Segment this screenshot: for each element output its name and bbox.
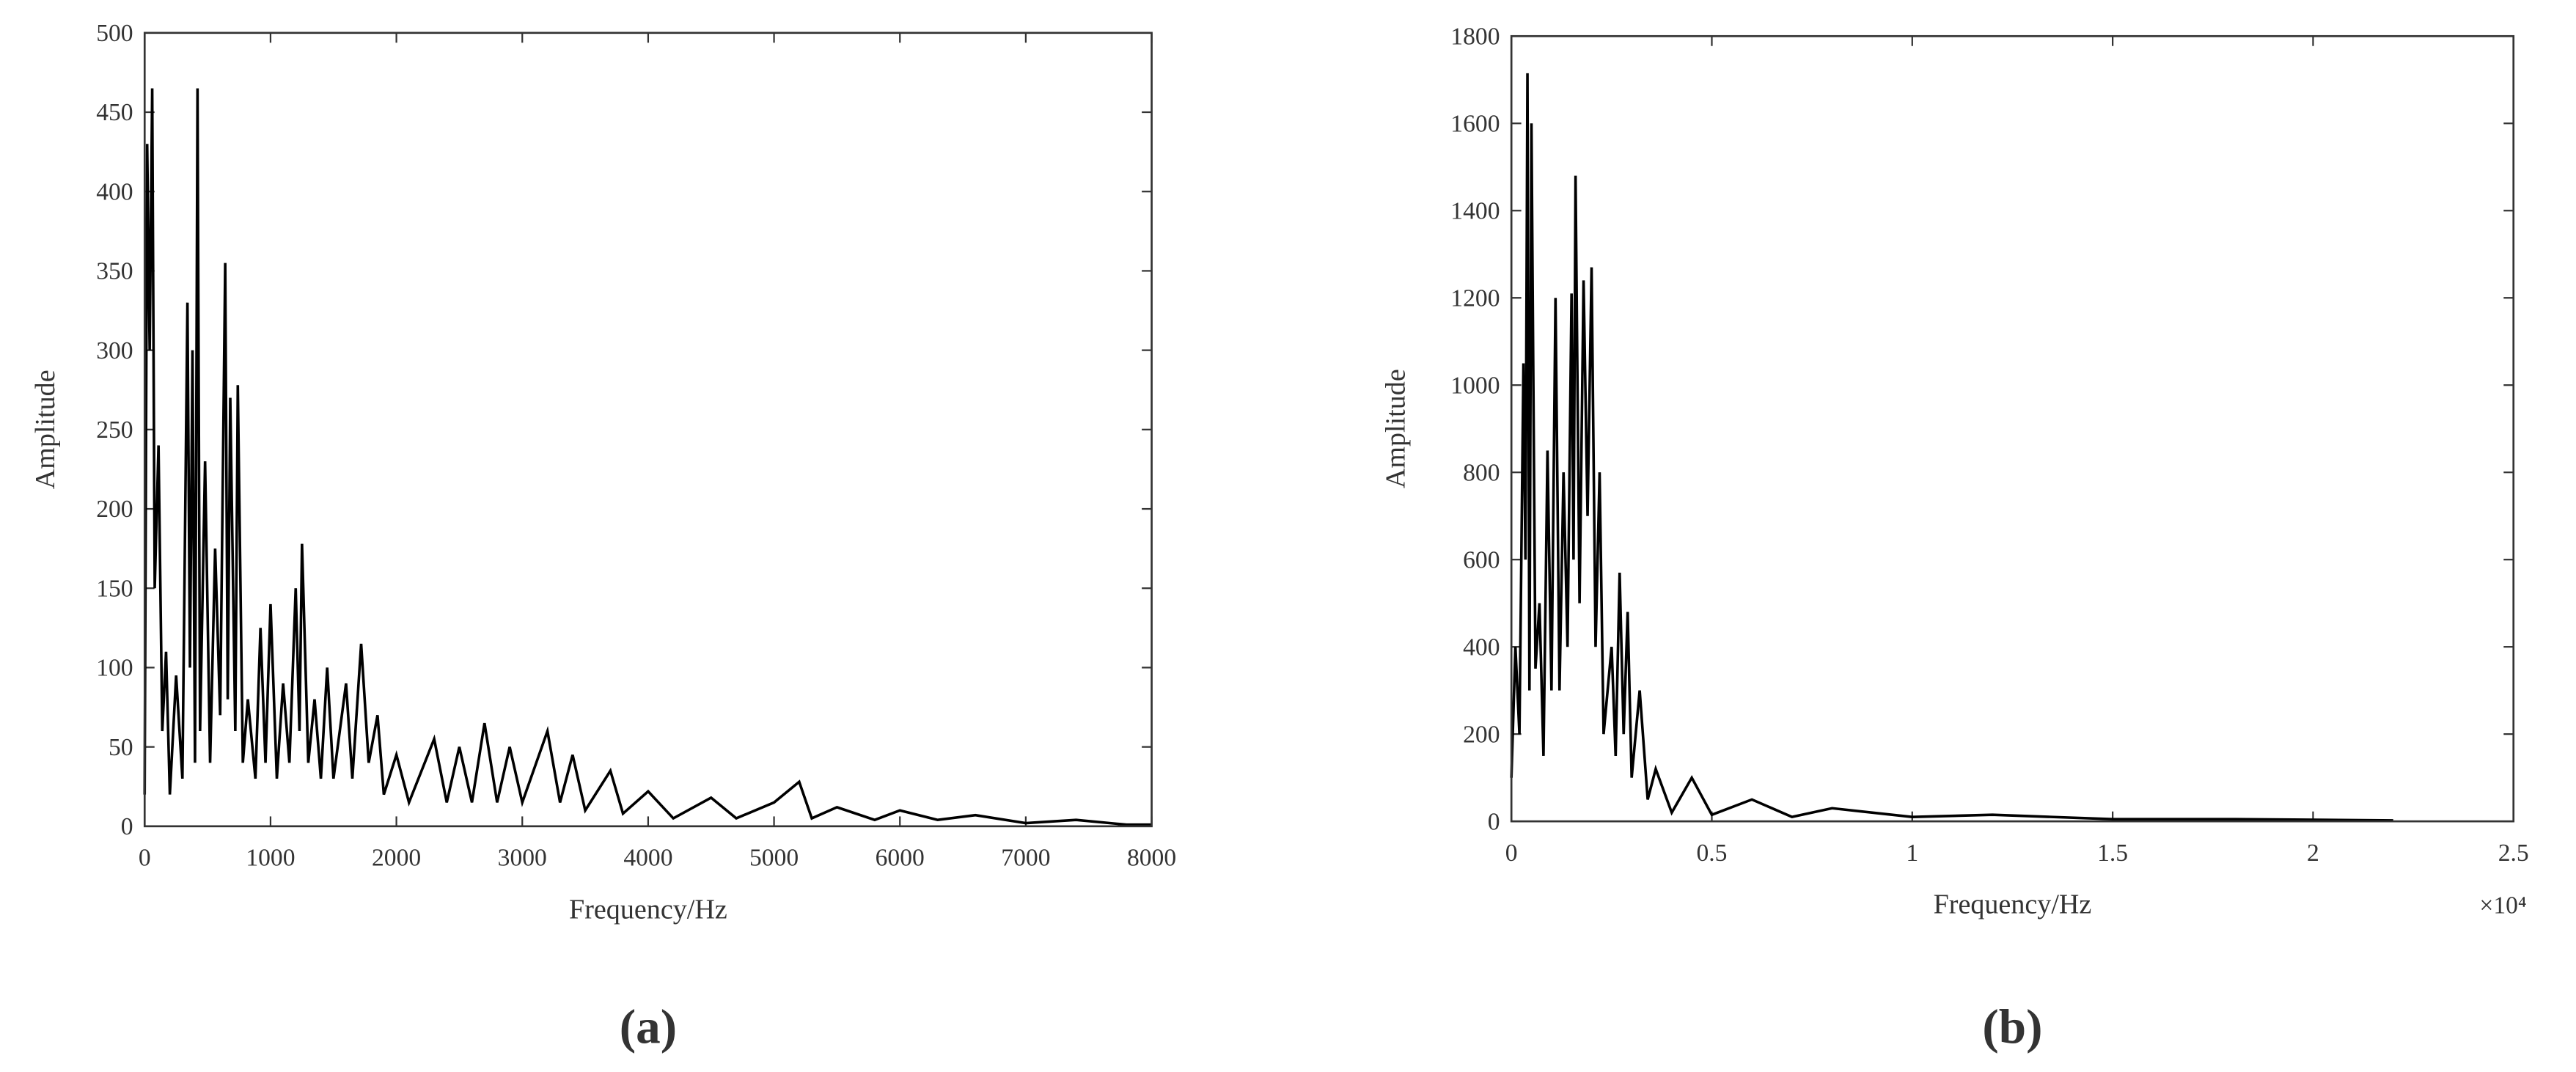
x-tick-label: 3000 [498,845,547,872]
y-tick-label: 50 [109,734,133,761]
y-axis-label: Amplitude [1381,369,1412,488]
y-tick-label: 1800 [1450,23,1500,50]
y-tick-label: 100 [96,655,133,682]
x-tick-label: 1000 [246,845,295,872]
x-tick-label: 6000 [876,845,925,872]
y-tick-label: 200 [96,496,133,523]
y-tick-label: 300 [96,337,133,364]
x-axis-label: Frequency/Hz [569,894,727,925]
y-tick-label: 1600 [1450,110,1500,137]
x-axis-label: Frequency/Hz [1934,889,2092,920]
y-tick-label: 600 [1463,546,1500,573]
y-tick-label: 0 [121,813,133,840]
x-tick-label: 0.5 [1696,840,1727,867]
y-tick-label: 150 [96,575,133,602]
x-tick-label: 2 [2307,840,2319,867]
x-tick-label: 1 [1906,840,1918,867]
plot-frame [143,32,1153,828]
y-axis-label: Amplitude [30,370,61,489]
x-tick-label: 7000 [1001,845,1050,872]
x-tick-label: 5000 [749,845,799,872]
y-tick-label: 500 [96,20,133,47]
y-tick-label: 400 [96,178,133,205]
x-tick-label: 2000 [372,845,421,872]
y-tick-label: 1000 [1450,372,1500,399]
y-tick-label: 1200 [1450,284,1500,312]
y-tick-label: 1400 [1450,197,1500,224]
spectrum-line [143,88,1152,826]
y-tick-label: 200 [1463,721,1500,748]
x-tick-label: 1.5 [2097,840,2128,867]
x-tick-label: 2.5 [2498,840,2529,867]
x-tick-label: 0 [139,845,151,872]
y-tick-label: 350 [96,258,133,285]
y-tick-label: 450 [96,99,133,126]
y-tick-label: 0 [1488,808,1500,835]
panel-caption: (a) [620,999,677,1054]
axis-multiplier: ×10⁴ [2479,892,2526,919]
x-tick-label: 0 [1505,840,1518,867]
y-tick-label: 400 [1463,634,1500,661]
plot-frame [1510,34,2515,823]
y-tick-label: 250 [96,416,133,444]
panel-caption: (b) [1982,999,2042,1054]
x-tick-label: 8000 [1127,845,1176,872]
y-tick-label: 800 [1463,459,1500,486]
x-tick-label: 4000 [623,845,672,872]
spectrum-line [1510,73,2393,822]
